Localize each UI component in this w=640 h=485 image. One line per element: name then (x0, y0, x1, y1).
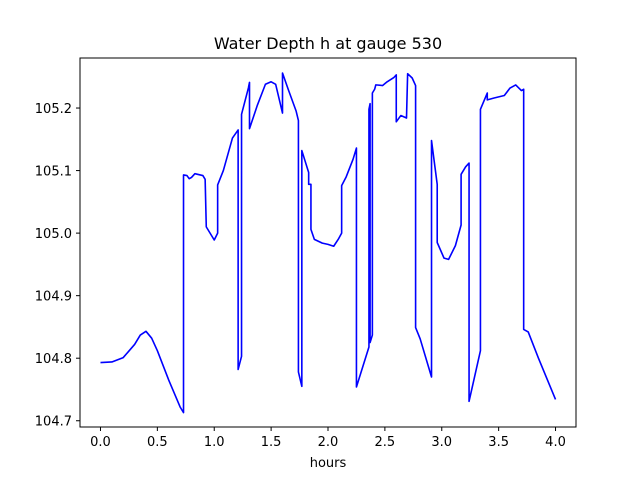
x-tick-label: 2.5 (375, 435, 396, 450)
series-line (100, 72, 557, 414)
y-axis: 104.7 104.8 104.9 105.0 105.1 105.2 (35, 102, 80, 430)
x-tick-label: 3.0 (431, 435, 452, 450)
series-layer (100, 72, 557, 414)
y-tick-label: 105.0 (35, 227, 72, 242)
y-tick-label: 105.2 (35, 102, 72, 117)
y-tick-label: 104.7 (35, 415, 72, 430)
y-tick-label: 104.8 (35, 352, 72, 367)
chart-title: Water Depth h at gauge 530 (214, 34, 442, 53)
x-axis-label: hours (310, 456, 347, 471)
y-tick-label: 105.1 (35, 165, 72, 180)
x-axis: 0.0 0.5 1.0 1.5 2.0 2.5 3.0 3.5 4.0 (90, 427, 566, 450)
x-tick-label: 1.5 (261, 435, 282, 450)
x-tick-label: 3.5 (488, 435, 509, 450)
x-tick-label: 0.0 (90, 435, 111, 450)
x-tick-label: 4.0 (545, 435, 566, 450)
x-tick-label: 0.5 (147, 435, 168, 450)
y-tick-label: 104.9 (35, 290, 72, 305)
x-tick-label: 1.0 (204, 435, 225, 450)
x-tick-label: 2.0 (318, 435, 339, 450)
